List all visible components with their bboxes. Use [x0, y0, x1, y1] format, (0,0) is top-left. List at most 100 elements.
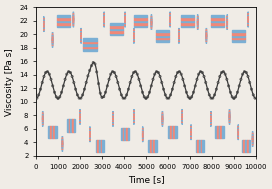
Point — [86, 74, 90, 77]
Point — [233, 95, 238, 98]
Point — [244, 71, 248, 74]
Bar — [243, 140, 245, 152]
Bar — [156, 39, 169, 42]
Point — [58, 95, 62, 98]
Bar — [245, 140, 247, 152]
Point — [163, 93, 168, 96]
Point — [126, 88, 131, 91]
Bar — [57, 25, 70, 27]
Bar — [242, 140, 243, 152]
Point — [230, 95, 234, 98]
Point — [110, 70, 115, 73]
Y-axis label: Viscosity [Pa s]: Viscosity [Pa s] — [5, 48, 14, 115]
Point — [144, 97, 148, 100]
Point — [177, 70, 182, 73]
Point — [36, 93, 41, 96]
Point — [198, 70, 203, 73]
Point — [197, 73, 201, 76]
Bar — [57, 15, 70, 17]
Point — [70, 75, 74, 78]
Bar — [48, 126, 50, 138]
Point — [246, 75, 250, 78]
Point — [75, 93, 80, 96]
Bar — [52, 126, 53, 138]
Bar — [181, 15, 194, 17]
Point — [61, 84, 66, 87]
Point — [91, 61, 95, 64]
Point — [51, 84, 55, 87]
Bar — [201, 140, 202, 152]
Bar — [53, 126, 55, 138]
Point — [175, 71, 180, 74]
Point — [42, 75, 46, 78]
Bar — [134, 20, 147, 22]
Point — [253, 97, 257, 100]
Point — [203, 81, 208, 84]
Point — [73, 88, 78, 91]
Bar — [211, 15, 224, 17]
Point — [188, 97, 192, 100]
Bar — [156, 30, 169, 32]
Bar — [83, 43, 97, 46]
Point — [81, 93, 85, 96]
Bar — [70, 119, 72, 132]
Point — [77, 97, 81, 100]
Point — [161, 88, 166, 91]
Bar — [128, 128, 129, 140]
Point — [225, 78, 229, 81]
Point — [221, 70, 225, 73]
Point — [47, 73, 51, 76]
Point — [114, 75, 118, 78]
Bar — [134, 17, 147, 20]
Point — [168, 93, 173, 96]
Point — [160, 81, 164, 84]
Point — [35, 97, 39, 100]
Point — [140, 91, 145, 94]
Bar — [69, 119, 70, 132]
Point — [170, 88, 175, 91]
Point — [116, 81, 120, 84]
Point — [109, 73, 113, 76]
Point — [125, 93, 129, 96]
Point — [133, 70, 138, 73]
Bar — [211, 17, 224, 20]
Point — [147, 91, 152, 94]
Bar — [220, 126, 222, 138]
Bar — [74, 119, 75, 132]
Point — [138, 84, 143, 87]
Bar — [83, 38, 97, 41]
Bar — [96, 140, 97, 152]
Bar — [170, 126, 172, 138]
Bar — [181, 25, 194, 27]
Bar — [83, 48, 97, 51]
Bar — [181, 22, 194, 25]
Bar — [155, 140, 157, 152]
Point — [184, 91, 188, 94]
Bar — [219, 126, 220, 138]
Point — [220, 71, 224, 74]
Point — [82, 88, 86, 91]
Bar — [149, 140, 150, 152]
Point — [112, 71, 116, 74]
Point — [38, 88, 43, 91]
Bar — [199, 140, 201, 152]
Point — [205, 88, 210, 91]
Point — [45, 70, 50, 73]
Bar — [175, 126, 177, 138]
Point — [72, 81, 76, 84]
Point — [98, 92, 103, 95]
Bar — [172, 126, 173, 138]
Point — [93, 62, 97, 65]
Point — [65, 73, 69, 76]
Bar — [232, 37, 245, 39]
Point — [195, 78, 199, 81]
Point — [101, 95, 106, 98]
Bar — [232, 39, 245, 42]
Point — [209, 97, 213, 100]
Point — [105, 84, 109, 87]
Bar — [211, 22, 224, 25]
Bar — [232, 35, 245, 37]
Point — [200, 71, 205, 74]
Point — [96, 82, 101, 85]
Point — [228, 91, 233, 94]
